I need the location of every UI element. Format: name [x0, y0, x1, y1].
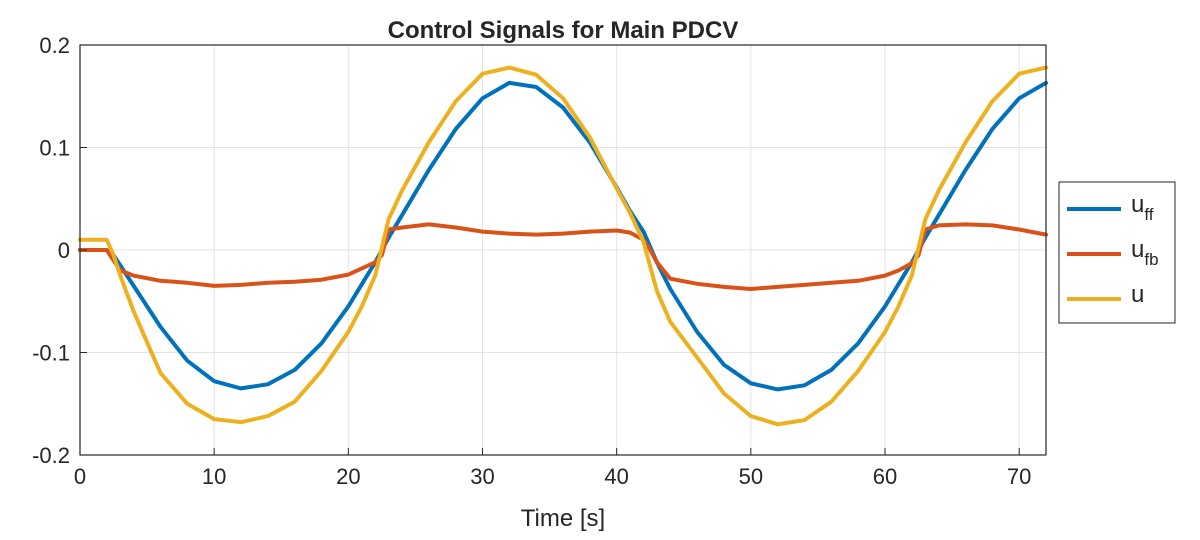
series-line-u [78, 65, 1048, 427]
x-tick-label: 30 [470, 464, 494, 489]
legend-entry: u [1131, 281, 1144, 308]
chart-title: Control Signals for Main PDCV [388, 17, 739, 44]
y-tick-label: 0.2 [39, 33, 70, 58]
x-tick-label: 20 [336, 464, 360, 489]
y-tick-label: -0.2 [32, 443, 70, 468]
x-tick-label: 40 [604, 464, 628, 489]
y-axis: -0.2 -0.1 0 0.1 0.2 [32, 33, 87, 468]
y-tick-label: 0 [58, 238, 70, 263]
series-line-u-fb [78, 222, 1048, 291]
series-layer [78, 65, 1048, 427]
legend-entry: uff [1131, 191, 1154, 224]
x-tick-label: 0 [74, 464, 86, 489]
legend: uff ufb u [1058, 181, 1176, 324]
x-axis-label: Time [s] [521, 505, 605, 532]
series-line-u-ff [78, 80, 1048, 392]
y-tick-label: 0.1 [39, 136, 70, 161]
x-axis: 0 10 20 30 40 50 60 70 [74, 448, 1031, 489]
y-tick-label: -0.1 [32, 341, 70, 366]
x-tick-label: 10 [202, 464, 226, 489]
x-tick-label: 70 [1007, 464, 1031, 489]
x-tick-label: 60 [873, 464, 897, 489]
legend-entry: ufb [1131, 236, 1159, 269]
x-tick-label: 50 [739, 464, 763, 489]
